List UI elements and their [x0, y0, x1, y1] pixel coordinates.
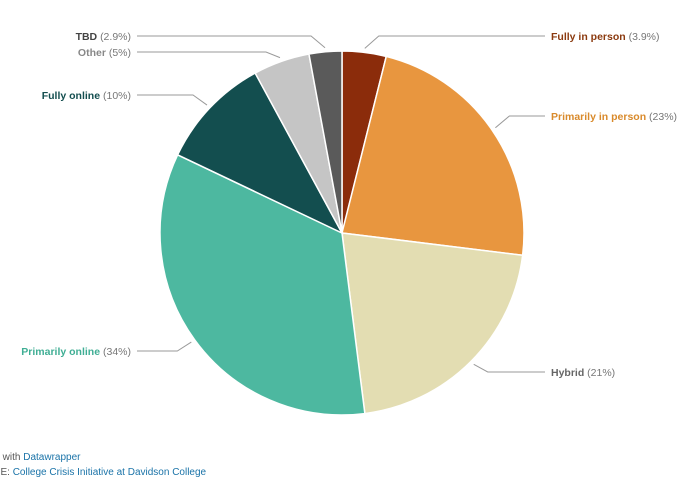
- footer-credit: ted with Datawrapper: [0, 452, 81, 463]
- slice-label-name: Hybrid: [551, 367, 587, 379]
- slice-label-fully-online: Fully online (10%): [42, 90, 131, 102]
- leader-line-fully-in-person: [364, 35, 545, 49]
- slice-label-name: Primarily in person: [551, 111, 649, 123]
- slice-label-percent: (23%): [649, 111, 677, 123]
- leader-line-primarily-online: [137, 341, 192, 352]
- slice-label-name: TBD: [76, 31, 101, 43]
- footer-source: RCE: College Crisis Initiative at Davids…: [0, 467, 206, 478]
- pie-slice-fully-online[interactable]: [176, 72, 344, 235]
- slice-label-percent: (2.9%): [100, 31, 131, 43]
- slice-label-percent: (3.9%): [629, 31, 660, 43]
- slice-label-tbd: TBD (2.9%): [76, 31, 131, 43]
- leader-line-other: [137, 51, 281, 59]
- leader-line-primarily-in-person: [495, 115, 545, 129]
- slice-label-hybrid: Hybrid (21%): [551, 367, 615, 379]
- slice-labels: Fully in person (3.9%) Primarily in perso…: [21, 31, 677, 379]
- footer-source-prefix: RCE:: [0, 467, 10, 478]
- slice-label-name: Other: [78, 47, 109, 59]
- pie-slice-hybrid[interactable]: [341, 232, 524, 415]
- pie-slice-primarily-in-person[interactable]: [341, 55, 525, 257]
- source-link[interactable]: College Crisis Initiative at Davidson Co…: [12, 467, 207, 478]
- leader-line-tbd: [137, 35, 326, 49]
- datawrapper-link[interactable]: Datawrapper: [23, 452, 81, 463]
- pie-slice-tbd[interactable]: [308, 50, 343, 234]
- slice-label-percent: (21%): [587, 367, 615, 379]
- leader-line-fully-online: [137, 94, 208, 106]
- footer-credit-prefix: ted with: [0, 452, 21, 463]
- slice-label-primarily-online: Primarily online (34%): [21, 346, 131, 358]
- slice-label-other: Other (5%): [78, 47, 131, 59]
- slice-label-name: Primarily online: [21, 346, 103, 358]
- pie-slices: [159, 50, 525, 416]
- leader-lines: [137, 35, 545, 373]
- slice-label-name: Fully online: [42, 90, 103, 102]
- slice-label-percent: (10%): [103, 90, 131, 102]
- slice-label-name: Fully in person: [551, 31, 629, 43]
- slice-label-percent: (5%): [109, 47, 131, 59]
- slice-label-primarily-in-person: Primarily in person (23%): [551, 111, 677, 123]
- slice-label-percent: (34%): [103, 346, 131, 358]
- slice-label-fully-in-person: Fully in person (3.9%): [551, 31, 660, 43]
- leader-line-hybrid: [473, 363, 545, 373]
